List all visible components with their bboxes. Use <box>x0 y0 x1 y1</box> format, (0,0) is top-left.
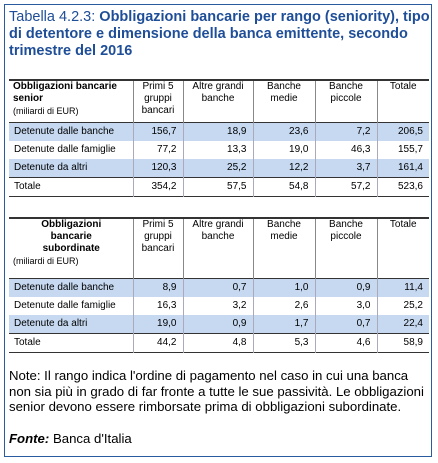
cell: 25,2 <box>376 296 429 315</box>
col-medie: Banche medie <box>252 80 315 122</box>
col-piccole: Banche piccole <box>314 80 377 122</box>
table-row: Detenute dalle famiglie 16,3 3,2 2,6 3,0… <box>9 296 429 315</box>
cell: 16,3 <box>132 296 183 315</box>
cell: 0,7 <box>182 278 253 297</box>
col-altre-grandi: Altre grandi banche <box>182 80 253 122</box>
table-frame <box>4 4 432 457</box>
cell: 1,7 <box>252 314 315 333</box>
cell: 19,0 <box>132 314 183 333</box>
source-label: Fonte: <box>9 431 50 446</box>
source-line: Fonte: Banca d'Italia <box>9 431 132 446</box>
row-label: Detenute da altri <box>14 318 88 329</box>
row-label: Detenute da altri <box>14 162 88 173</box>
cell: 57,5 <box>182 177 253 196</box>
cell: 1,0 <box>252 278 315 297</box>
cell: 23,6 <box>252 122 315 141</box>
senior-bonds-table: Obbligazioni bancarie senior (miliardi d… <box>9 79 429 197</box>
col-medie: Banche medie <box>252 218 315 278</box>
col-altre-grandi: Altre grandi banche <box>182 218 253 278</box>
subordinate-header-label: Obbligazioni bancarie subordinate <box>41 219 102 254</box>
cell: 3,7 <box>314 158 377 177</box>
table-row: Detenute dalle banche 8,9 0,7 1,0 0,9 11… <box>9 278 429 297</box>
cell: 25,2 <box>182 158 253 177</box>
cell: 161,4 <box>376 158 429 177</box>
row-label: Detenute dalle famiglie <box>14 144 116 155</box>
cell: 46,3 <box>314 140 377 159</box>
cell: 3,0 <box>314 296 377 315</box>
source-text: Banca d'Italia <box>49 431 132 446</box>
cell: 0,9 <box>314 278 377 297</box>
cell: 206,5 <box>376 122 429 141</box>
cell: 523,6 <box>376 177 429 196</box>
table-title: Tabella 4.2.3: Obbligazioni bancarie per… <box>9 9 433 60</box>
cell: 13,3 <box>182 140 253 159</box>
cell: 77,2 <box>132 140 183 159</box>
cell: 4,6 <box>314 333 377 352</box>
cell: 156,7 <box>132 122 183 141</box>
senior-header-label: Obbligazioni bancarie senior <box>13 81 117 104</box>
cell: 22,4 <box>376 314 429 333</box>
cell: 18,9 <box>182 122 253 141</box>
cell: 12,2 <box>252 158 315 177</box>
row-label: Totale <box>14 181 41 192</box>
table-note: Note: Il rango indica l'ordine di pagame… <box>9 368 424 415</box>
cell: 58,9 <box>376 333 429 352</box>
col-totale: Totale <box>376 218 429 278</box>
total-row: Totale 44,2 4,8 5,3 4,6 58,9 <box>9 333 429 352</box>
cell: 8,9 <box>132 278 183 297</box>
cell: 4,8 <box>182 333 253 352</box>
cell: 354,2 <box>132 177 183 196</box>
table-heading: Obbligazioni bancarie per rango (seniori… <box>9 9 430 59</box>
cell: 0,9 <box>182 314 253 333</box>
table-row: Detenute dalle banche 156,7 18,9 23,6 7,… <box>9 122 429 141</box>
table-row: Detenute dalle famiglie 77,2 13,3 19,0 4… <box>9 140 429 159</box>
subordinate-unit: (miliardi di EUR) <box>13 256 79 266</box>
senior-header: Obbligazioni bancarie senior (miliardi d… <box>9 80 133 122</box>
row-label: Totale <box>14 337 41 348</box>
subordinate-header: Obbligazioni bancarie subordinate (milia… <box>9 218 133 278</box>
cell: 44,2 <box>132 333 183 352</box>
col-totale: Totale <box>376 80 429 122</box>
table-row: Detenute da altri 19,0 0,9 1,7 0,7 22,4 <box>9 314 429 333</box>
cell: 120,3 <box>132 158 183 177</box>
table-row: Detenute da altri 120,3 25,2 12,2 3,7 16… <box>9 158 429 177</box>
subordinate-bonds-table: Obbligazioni bancarie subordinate (milia… <box>9 217 429 353</box>
row-label: Detenute dalle banche <box>14 282 115 293</box>
cell: 3,2 <box>182 296 253 315</box>
row-label: Detenute dalle famiglie <box>14 300 116 311</box>
cell: 155,7 <box>376 140 429 159</box>
senior-unit: (miliardi di EUR) <box>13 106 79 116</box>
cell: 0,7 <box>314 314 377 333</box>
col-primi5: Primi 5 gruppi bancari <box>132 218 183 278</box>
cell: 5,3 <box>252 333 315 352</box>
cell: 54,8 <box>252 177 315 196</box>
col-primi5: Primi 5 gruppi bancari <box>132 80 183 122</box>
cell: 19,0 <box>252 140 315 159</box>
cell: 11,4 <box>376 278 429 297</box>
cell: 57,2 <box>314 177 377 196</box>
table-number: Tabella 4.2.3: <box>9 9 96 25</box>
row-label: Detenute dalle banche <box>14 126 115 137</box>
cell: 2,6 <box>252 296 315 315</box>
cell: 7,2 <box>314 122 377 141</box>
total-row: Totale 354,2 57,5 54,8 57,2 523,6 <box>9 177 429 196</box>
col-piccole: Banche piccole <box>314 218 377 278</box>
